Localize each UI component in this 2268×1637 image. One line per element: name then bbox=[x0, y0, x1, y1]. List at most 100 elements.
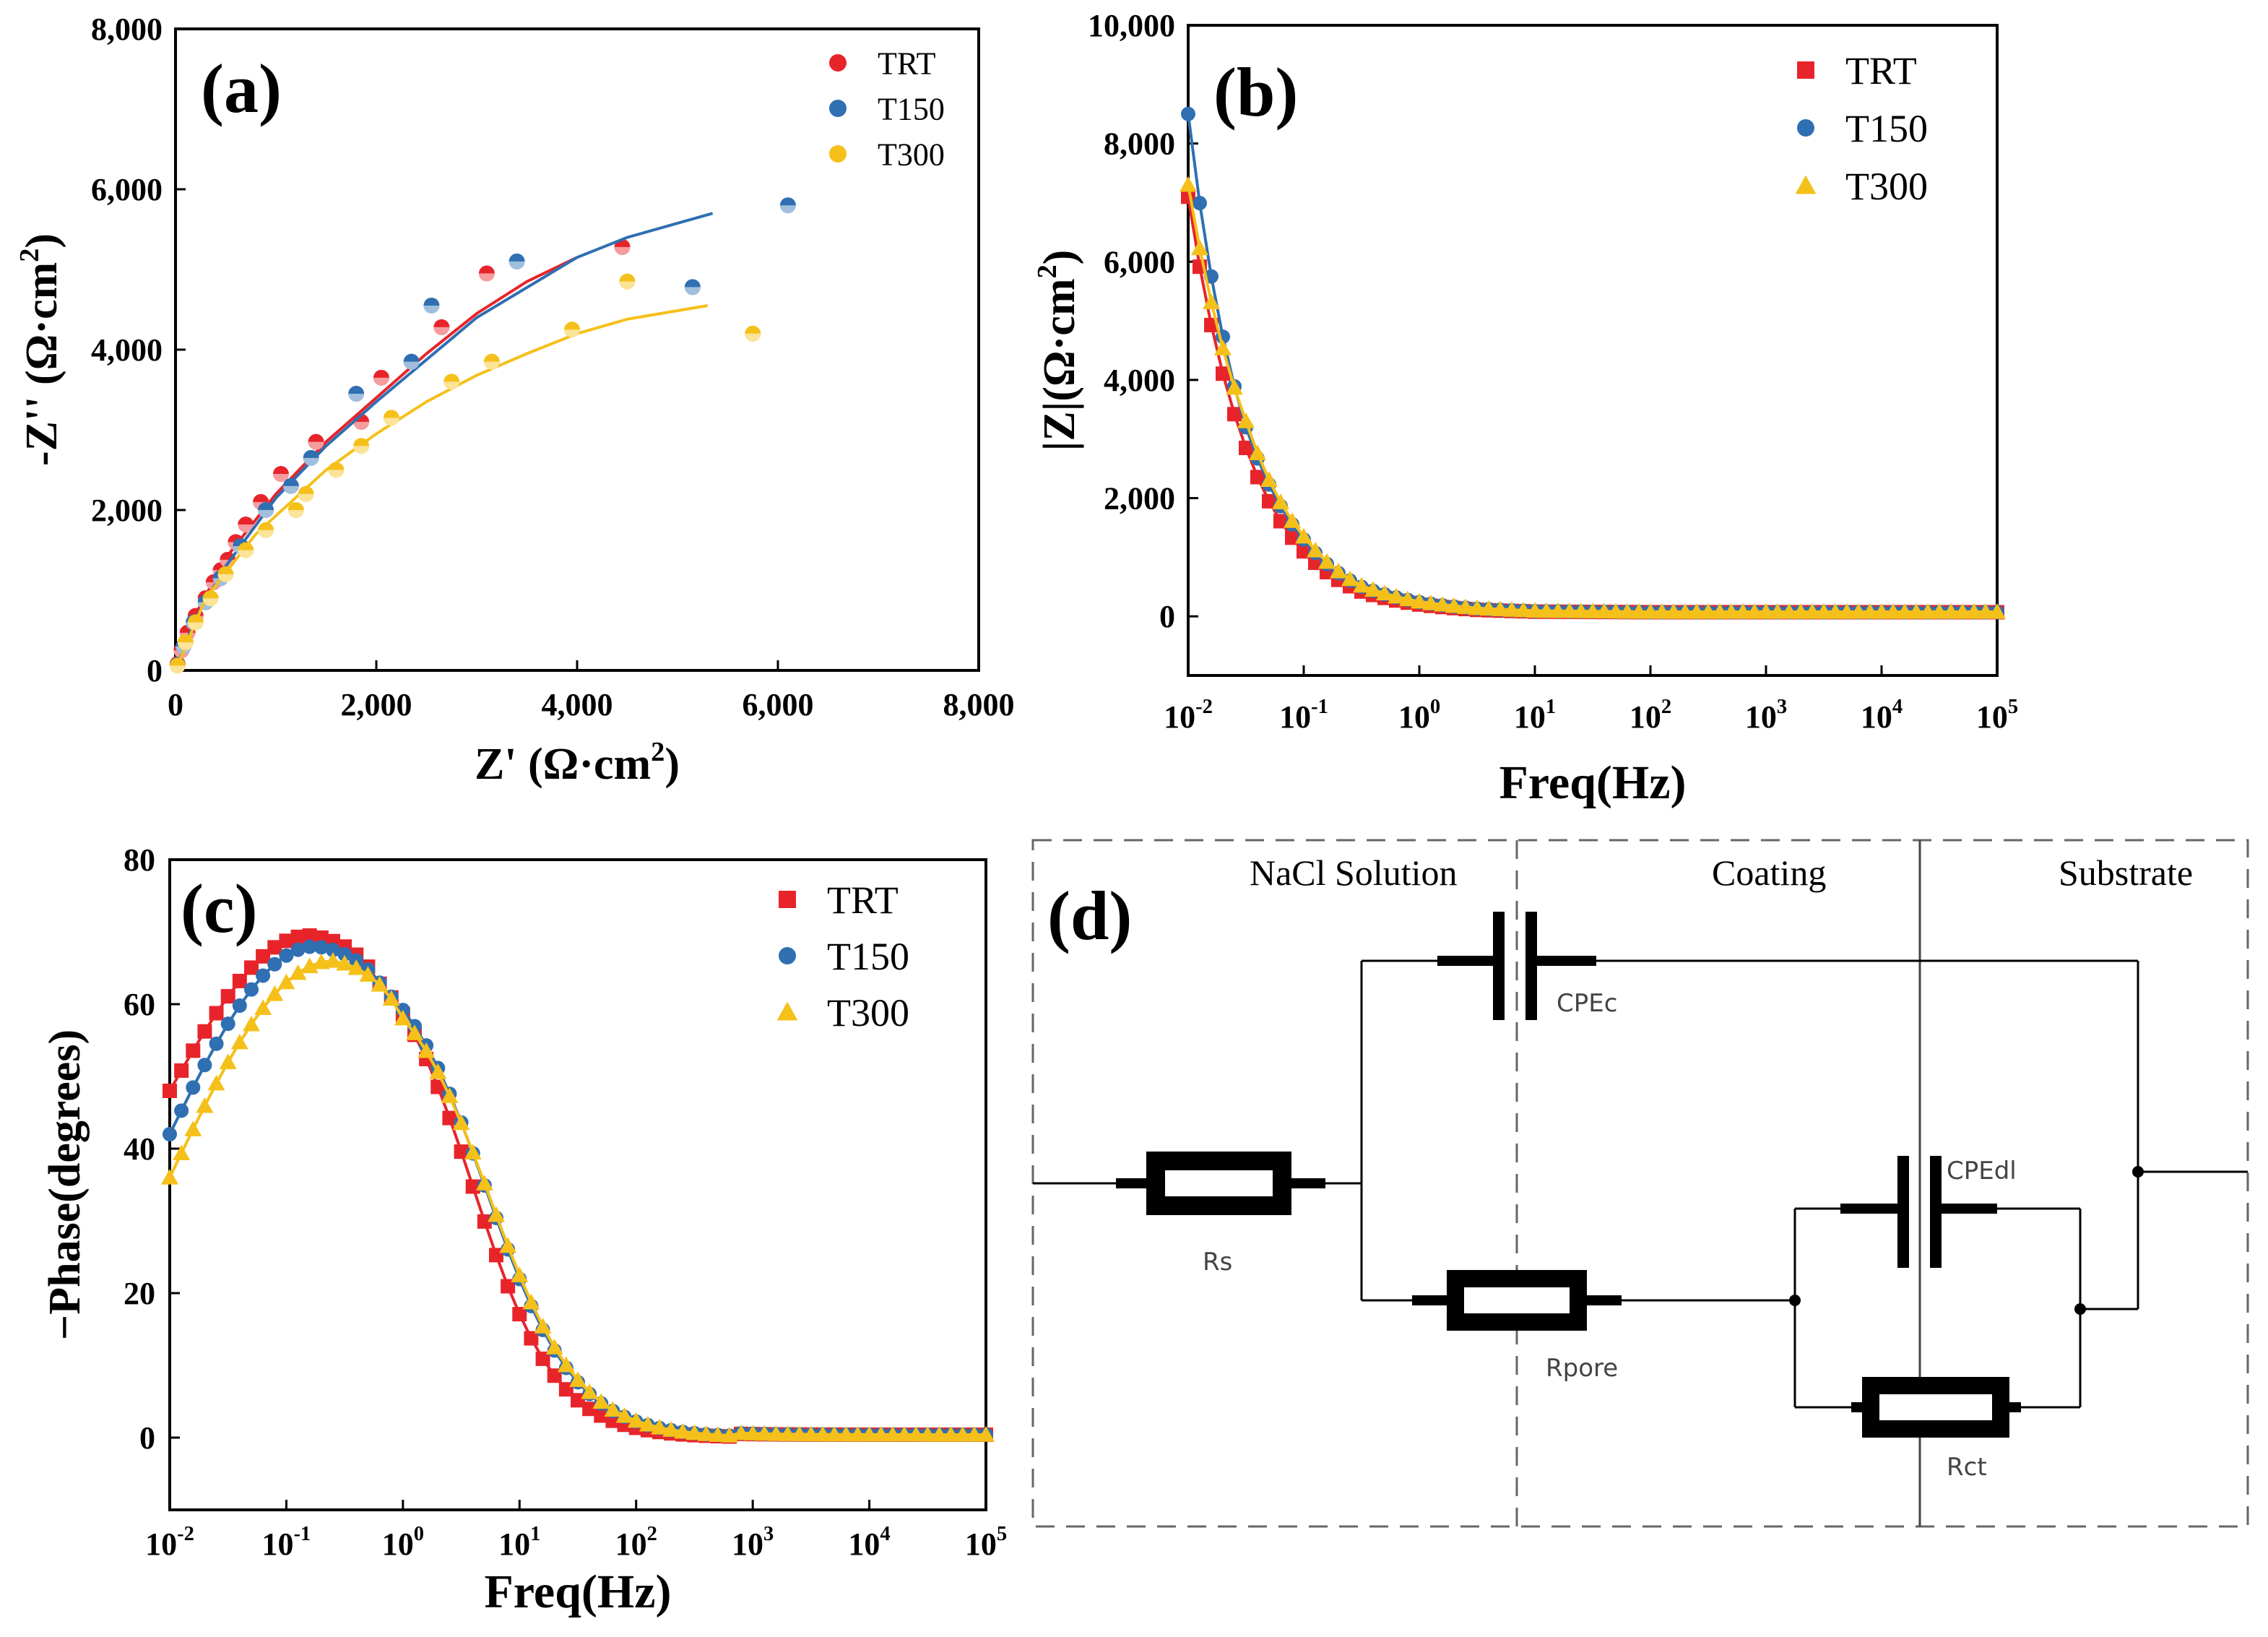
x-tick-label: 10-2 bbox=[1164, 696, 1213, 735]
data-point-t300 bbox=[230, 1033, 248, 1050]
data-point-t300 bbox=[674, 1422, 692, 1439]
data-point-trt bbox=[279, 933, 294, 949]
data-point-t300 bbox=[604, 1401, 622, 1417]
y-tick-label: 6,000 bbox=[91, 172, 163, 207]
data-point-t150 bbox=[163, 1127, 177, 1141]
fit-line-t300 bbox=[174, 304, 709, 671]
data-point-t300 bbox=[1480, 600, 1497, 616]
data-point-t300 bbox=[1399, 590, 1416, 607]
y-tick-label: 60 bbox=[124, 987, 155, 1022]
data-point-t300 bbox=[1549, 602, 1567, 618]
data-point-t300 bbox=[1434, 595, 1451, 612]
data-point-highlight bbox=[564, 329, 581, 338]
y-tick-label: 20 bbox=[124, 1276, 155, 1311]
data-point-t300 bbox=[1353, 576, 1370, 593]
data-point-t300 bbox=[697, 1425, 715, 1441]
data-point-t150 bbox=[256, 968, 271, 983]
data-point-t300 bbox=[1861, 603, 1879, 619]
data-point-trt bbox=[232, 973, 247, 988]
y-axis-label: −Phase(degrees) bbox=[40, 1029, 90, 1340]
data-point-highlight bbox=[287, 510, 304, 519]
legend-marker-trt bbox=[1797, 61, 1814, 79]
data-point-t300 bbox=[1330, 562, 1347, 579]
data-point-trt bbox=[220, 989, 235, 1004]
data-point-trt bbox=[244, 960, 259, 975]
data-point-t300 bbox=[1908, 603, 1925, 619]
plot-frame bbox=[1187, 24, 1999, 677]
data-point-t300 bbox=[499, 1237, 517, 1253]
data-point-trt bbox=[197, 1024, 212, 1039]
data-point-t300 bbox=[685, 1424, 704, 1441]
data-point-t300 bbox=[872, 1425, 890, 1442]
data-point-trt bbox=[1262, 493, 1276, 509]
data-point-t300 bbox=[802, 1425, 820, 1442]
data-point-trt bbox=[1239, 441, 1253, 455]
x-axis-label: Freq(Hz) bbox=[1499, 756, 1686, 809]
label-cpec: CPEc bbox=[1557, 989, 1617, 1018]
data-point-t300 bbox=[452, 1114, 470, 1131]
data-point-highlight bbox=[403, 361, 420, 370]
data-point-t300 bbox=[1700, 603, 1717, 619]
data-point-t300 bbox=[534, 1318, 552, 1334]
x-tick-label: 10-1 bbox=[1279, 696, 1328, 735]
data-point-highlight bbox=[433, 327, 450, 335]
legend-label-t300: T300 bbox=[827, 991, 909, 1035]
data-point-t300 bbox=[1411, 592, 1428, 609]
data-point-highlight bbox=[443, 381, 460, 390]
data-point-t300 bbox=[207, 1074, 225, 1091]
data-point-t300 bbox=[1596, 602, 1613, 619]
data-point-t300 bbox=[1954, 603, 1971, 619]
panel-c-bode-phase-plot: 10-2 10-1 100 101 102 103 104 105 0 20 40 60 80 Freq(… bbox=[40, 842, 1007, 1618]
x-tick-label: 2,000 bbox=[341, 687, 412, 722]
data-point-t150 bbox=[1193, 196, 1207, 211]
panel-letter-b: (b) bbox=[1213, 53, 1298, 131]
data-point-highlight bbox=[298, 493, 314, 502]
region-label-coating: Coating bbox=[1712, 852, 1826, 893]
y-tick-label: 10,000 bbox=[1088, 8, 1175, 43]
data-point-t300 bbox=[1896, 603, 1913, 619]
data-point-t300 bbox=[557, 1356, 575, 1373]
data-point-t300 bbox=[1931, 603, 1948, 619]
data-point-t300 bbox=[1919, 603, 1936, 619]
data-point-highlight bbox=[383, 418, 399, 426]
data-point-highlight bbox=[614, 246, 631, 255]
data-point-t300 bbox=[1526, 602, 1544, 618]
capacitor-cpedl bbox=[1840, 1156, 1997, 1268]
data-point-t300 bbox=[1850, 603, 1867, 619]
data-point-trt bbox=[1273, 514, 1288, 529]
data-point-t300 bbox=[1965, 603, 1983, 619]
y-axis-label: |Z|(Ω·cm2) bbox=[1032, 250, 1084, 452]
data-point-highlight bbox=[258, 510, 274, 519]
legend-label-t300: T300 bbox=[878, 137, 945, 172]
data-point-t300 bbox=[441, 1087, 459, 1103]
data-point-t300 bbox=[1723, 603, 1740, 619]
data-point-t300 bbox=[860, 1425, 878, 1442]
data-point-t300 bbox=[359, 966, 377, 982]
data-point-t300 bbox=[639, 1415, 657, 1432]
data-point-trt bbox=[1227, 407, 1242, 422]
x-axis-label: Z' (Ω·cm2) bbox=[475, 737, 680, 789]
capacitor-cpec bbox=[1437, 912, 1596, 1020]
y-tick-label: 4,000 bbox=[91, 332, 163, 368]
data-point-t300 bbox=[219, 1053, 237, 1069]
data-point-trt bbox=[302, 928, 317, 943]
legend-marker-t150 bbox=[1797, 119, 1814, 137]
data-point-t300 bbox=[1561, 602, 1578, 618]
panel-b-bode-magnitude-plot: 10-2 10-1 100 101 102 103 104 105 0 2,000 4,000 6,0… bbox=[1032, 8, 2018, 809]
data-point-t300 bbox=[732, 1424, 750, 1441]
data-point-t300 bbox=[324, 952, 342, 968]
y-tick-label: 0 bbox=[147, 653, 163, 688]
x-tick-label: 101 bbox=[498, 1523, 540, 1562]
data-point-highlight bbox=[177, 642, 194, 651]
data-point-t300 bbox=[744, 1425, 762, 1441]
data-point-t300 bbox=[1572, 602, 1590, 618]
data-point-trt bbox=[477, 1214, 492, 1229]
data-point-t300 bbox=[581, 1383, 599, 1399]
label-rpore: Rpore bbox=[1546, 1354, 1618, 1383]
x-tick-label: 105 bbox=[965, 1523, 1007, 1562]
data-point-t300 bbox=[709, 1426, 727, 1442]
data-point-t300 bbox=[592, 1393, 610, 1409]
data-point-t300 bbox=[1226, 379, 1243, 395]
data-point-t150 bbox=[279, 948, 294, 963]
